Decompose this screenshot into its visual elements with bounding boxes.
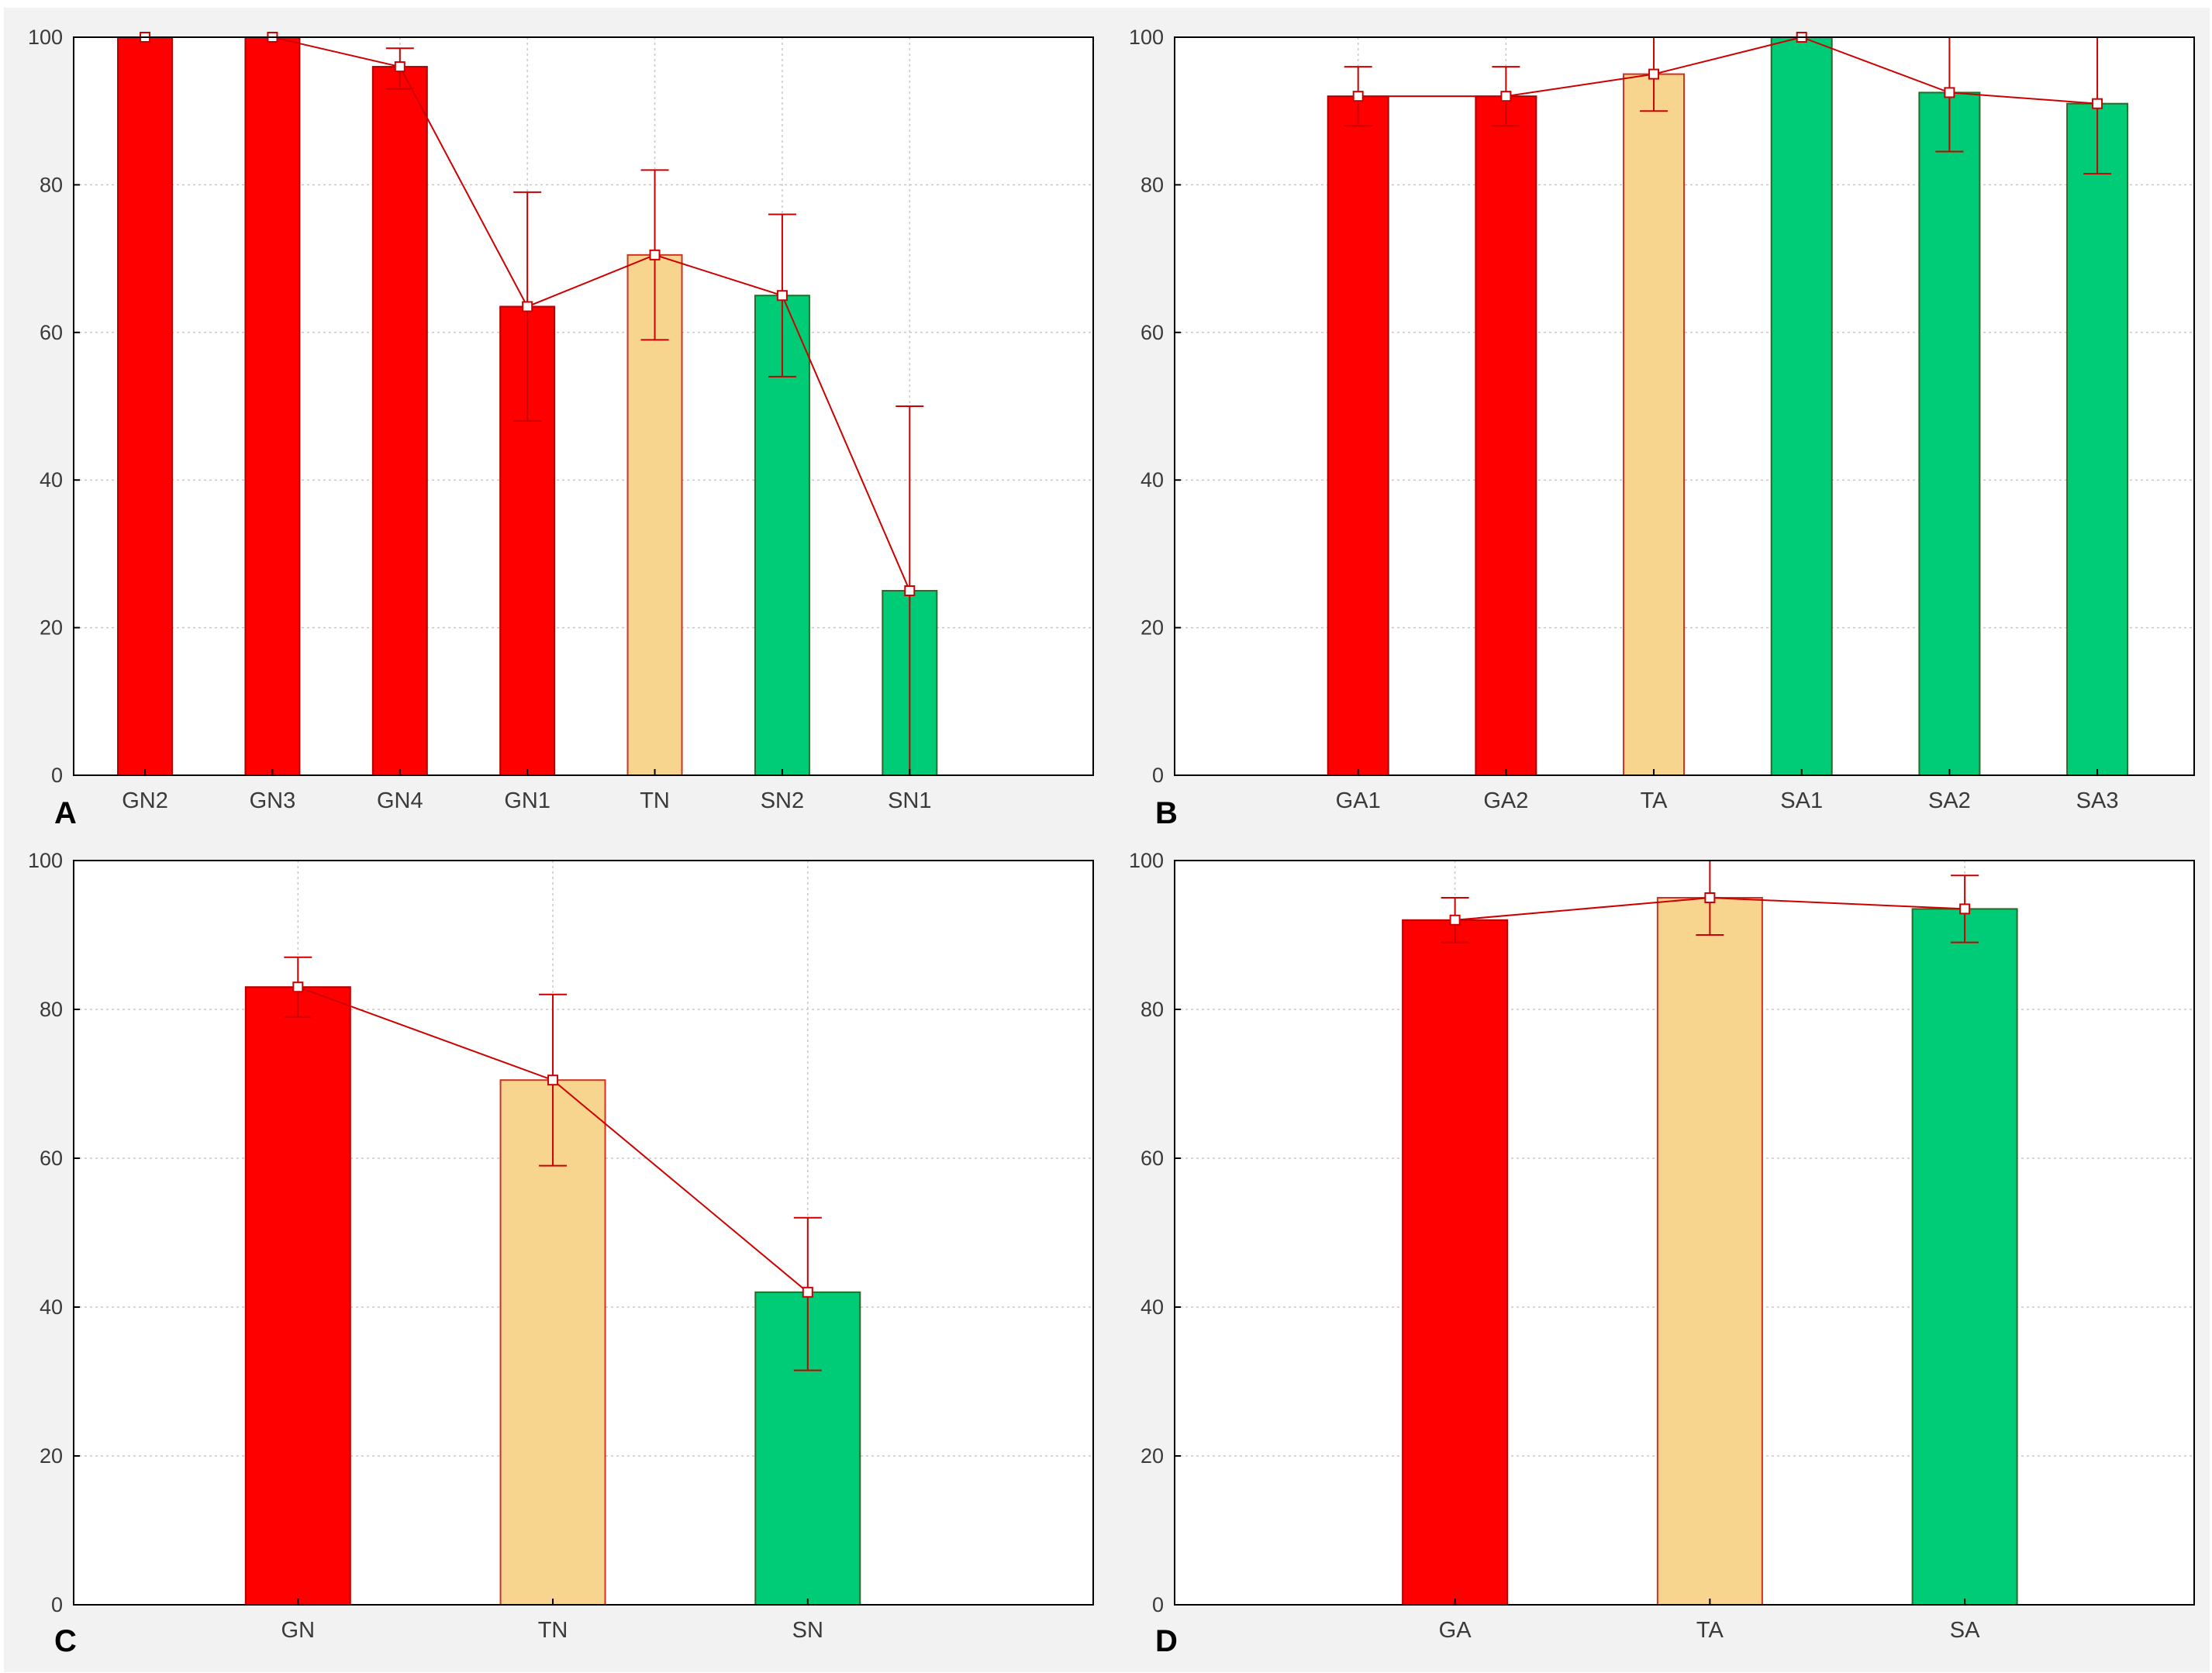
mean-marker	[1352, 91, 1364, 102]
bar-ta	[1623, 73, 1686, 777]
bar-sa	[1911, 908, 2018, 1606]
y-tick-label: 40	[1141, 468, 1164, 492]
y-tick-label: 80	[40, 173, 63, 196]
x-tick-label: GN	[281, 1618, 316, 1643]
x-tick-label: GN2	[122, 788, 168, 813]
mean-marker	[1648, 68, 1660, 80]
y-tick-label: 60	[40, 1147, 63, 1170]
bar-sa2	[1918, 91, 1981, 776]
bar-ga1	[1327, 95, 1389, 777]
plot-area	[74, 37, 1093, 775]
bar-sa1	[1770, 36, 1833, 776]
y-tick-label: 100	[1129, 849, 1164, 872]
mean-marker	[904, 585, 916, 596]
mean-marker	[2092, 98, 2103, 109]
bar-ga2	[1475, 95, 1537, 777]
bar-gn2	[117, 36, 174, 776]
x-tick-label: SN	[792, 1618, 823, 1643]
mean-marker	[649, 249, 661, 260]
y-tick-label: 40	[40, 1295, 63, 1319]
panel-b: 0 20 40 60 80 100 GA1 GA2 TA SA1 SA2 SA3 B	[1105, 8, 2210, 843]
y-tick-label: 60	[1141, 321, 1164, 344]
y-tick-label: 100	[1129, 26, 1164, 49]
bar-sa3	[2066, 102, 2129, 776]
y-tick-label: 80	[40, 998, 63, 1021]
x-tick-label: SN2	[761, 788, 804, 813]
y-tick-label: 20	[40, 616, 63, 640]
bar-gn	[244, 986, 351, 1606]
y-tick-label: 60	[1141, 1147, 1164, 1170]
x-tick-label: TA	[1696, 1618, 1724, 1643]
x-tick-label: SN1	[888, 788, 931, 813]
mean-marker	[394, 61, 405, 73]
x-tick-label: SA2	[1928, 788, 1971, 813]
mean-marker	[1449, 914, 1461, 926]
x-tick-label: SA3	[2076, 788, 2119, 813]
x-tick-label: TA	[1641, 788, 1668, 813]
y-tick-label: 80	[1141, 173, 1164, 196]
y-tick-label: 40	[1141, 1295, 1164, 1319]
plot-frame	[73, 860, 1094, 1606]
panel-letter: C	[54, 1624, 77, 1658]
x-tick-label: SA1	[1780, 788, 1823, 813]
y-tick-label: 100	[28, 26, 63, 49]
y-tick-label: 0	[51, 1593, 63, 1616]
bar-ta	[1656, 897, 1763, 1606]
mean-marker	[1704, 892, 1716, 903]
y-tick-label: 20	[1141, 1444, 1164, 1468]
bar-tn	[499, 1079, 606, 1606]
panel-letter: B	[1155, 796, 1178, 830]
x-tick-label: GN1	[504, 788, 550, 813]
mean-marker	[547, 1075, 559, 1086]
y-tick-label: 20	[40, 1444, 63, 1468]
mean-marker	[1944, 87, 1955, 98]
plot-frame	[1174, 36, 2195, 776]
mean-marker	[1500, 91, 1512, 102]
x-tick-label: SA	[1950, 1618, 1980, 1643]
x-tick-label: GA	[1439, 1618, 1472, 1643]
mean-marker	[776, 290, 788, 302]
mean-marker	[1959, 903, 1971, 915]
x-tick-label: TN	[538, 1618, 568, 1643]
panel-letter: A	[54, 796, 77, 830]
x-tick-label: GA1	[1336, 788, 1381, 813]
y-tick-label: 80	[1141, 998, 1164, 1021]
panel-a: 0 20 40 60 80 100 GN2 GN3 GN4 GN1 TN SN2 SN1 A	[4, 8, 1109, 843]
y-tick-label: 0	[1152, 764, 1164, 787]
panel-c: 0 20 40 60 80 100 GN TN SN C	[4, 831, 1109, 1672]
bar-tn	[626, 254, 683, 776]
x-tick-label: GN4	[377, 788, 423, 813]
mean-marker	[522, 301, 533, 312]
plot-frame	[73, 36, 1094, 776]
panel-d: 0 20 40 60 80 100 GA TA SA D	[1105, 831, 2210, 1672]
y-tick-label: 60	[40, 321, 63, 344]
y-tick-label: 40	[40, 468, 63, 492]
x-tick-label: GA2	[1483, 788, 1528, 813]
x-tick-label: TN	[640, 788, 670, 813]
plot-frame	[1174, 860, 2195, 1606]
y-tick-label: 0	[51, 764, 63, 787]
mean-line	[1358, 36, 2098, 105]
panel-letter: D	[1155, 1624, 1178, 1658]
mean-marker	[802, 1286, 813, 1298]
x-tick-label: GN3	[250, 788, 296, 813]
bar-ga	[1402, 919, 1509, 1606]
y-tick-label: 20	[1141, 616, 1164, 640]
bar-gn4	[371, 66, 428, 776]
mean-marker	[292, 981, 304, 993]
y-tick-label: 100	[28, 849, 63, 872]
bar-gn3	[244, 36, 301, 776]
y-tick-label: 0	[1152, 1593, 1164, 1616]
